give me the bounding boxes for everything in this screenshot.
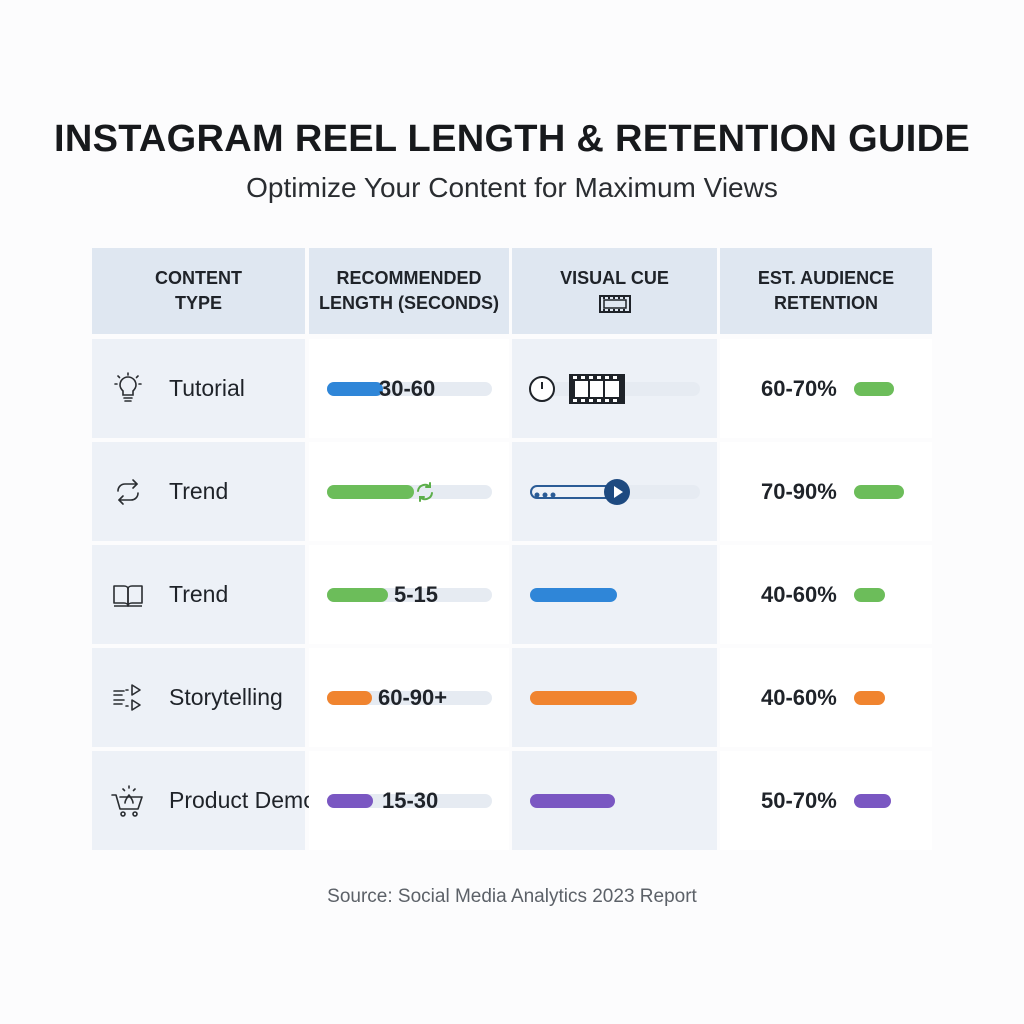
length-track [327, 793, 492, 808]
content-type-cell-trend-book: Trend [92, 545, 305, 644]
retention-cell-tutorial: 60-70% [720, 339, 932, 438]
content-type-cell-tutorial: Tutorial [92, 339, 305, 438]
header-retention-line1: EST. AUDIENCE [757, 268, 895, 288]
shopping-cart-icon [110, 783, 146, 819]
length-track [327, 587, 492, 602]
page-subtitle: Optimize Your Content for Maximum Views [246, 172, 778, 203]
content-type-label: Trend [169, 581, 229, 607]
length-bar [327, 484, 414, 499]
header-retention-line2: RETENTION [773, 293, 878, 313]
retention-bar [854, 381, 894, 396]
retention-bar [854, 793, 891, 808]
length-bar [327, 690, 372, 705]
play-icon[interactable] [603, 478, 631, 506]
retention-bar [854, 587, 885, 602]
progress-dots-icon [534, 486, 558, 498]
cue-track [530, 690, 700, 705]
header-visual-cue: VISUAL CUE [512, 248, 717, 334]
header-length-line1: RECOMMENDED [336, 268, 482, 288]
retention-value: 40-60% [761, 581, 837, 607]
repeat-icon [110, 474, 146, 510]
length-value: 30-60 [379, 375, 436, 401]
retention-cell-trend-book: 40-60% [720, 545, 932, 644]
header-length-line2: LENGTH (SECONDS) [319, 293, 499, 313]
length-cell-tutorial: 30-60 [309, 339, 509, 438]
length-value: 60-90+ [378, 684, 448, 710]
film-strip-icon [598, 293, 632, 317]
length-value: 15-30 [382, 787, 439, 813]
cue-bar [530, 690, 637, 705]
header-content-type-line1: CONTENT [155, 268, 242, 288]
reel-guide-table: CONTENT TYPE RECOMMENDED LENGTH (SECONDS… [92, 248, 932, 850]
cue-track [530, 793, 700, 808]
content-type-cell-product-demo: Product Demo [92, 751, 316, 850]
content-type-label: Tutorial [169, 375, 245, 401]
length-track [327, 484, 492, 499]
retention-bar [854, 690, 885, 705]
header-content-type: CONTENT TYPE [92, 248, 305, 334]
page-title: INSTAGRAM REEL LENGTH & RETENTION GUIDE [54, 118, 970, 160]
visual-cue-cell-tutorial [512, 339, 717, 438]
visual-cue-cell-product-demo [512, 751, 717, 850]
length-bar [327, 381, 383, 396]
retention-value: 40-60% [761, 684, 837, 710]
storyboard-icon [110, 680, 146, 716]
retention-cell-storytelling: 40-60% [720, 648, 932, 747]
content-type-label: Trend [169, 478, 229, 504]
content-type-label: Storytelling [169, 684, 283, 710]
book-icon [110, 577, 146, 613]
length-cell-trend [309, 442, 509, 541]
retention-value: 50-70% [761, 787, 837, 813]
length-bar [327, 793, 373, 808]
retention-value: 70-90% [761, 478, 837, 504]
source-note: Source: Social Media Analytics 2023 Repo… [327, 886, 697, 907]
retention-cell-product-demo: 50-70% [720, 751, 932, 850]
header-retention: EST. AUDIENCE RETENTION [720, 248, 932, 334]
length-bar [327, 587, 388, 602]
clock-icon [528, 375, 556, 403]
retention-value: 60-70% [761, 375, 837, 401]
visual-cue-cell-trend [512, 442, 717, 541]
length-track [327, 690, 492, 705]
length-cell-trend-book: 5-15 [309, 545, 509, 644]
length-value: 5-15 [394, 581, 439, 607]
header-recommended-length: RECOMMENDED LENGTH (SECONDS) [309, 248, 509, 334]
retention-cell-trend: 70-90% [720, 442, 932, 541]
header-content-type-line2: TYPE [174, 293, 222, 313]
refresh-icon [413, 480, 437, 504]
cue-bar [530, 587, 617, 602]
visual-cue-cell-storytelling [512, 648, 717, 747]
retention-bar [854, 484, 904, 499]
length-cell-product-demo: 15-30 [309, 751, 509, 850]
cue-track [530, 587, 700, 602]
lightbulb-icon [110, 371, 146, 407]
film-strip-icon [568, 373, 626, 405]
cue-bar [530, 793, 615, 808]
content-type-label: Product Demo [169, 787, 317, 813]
content-type-cell-trend: Trend [92, 442, 305, 541]
header-visual-cue-line1: VISUAL CUE [560, 267, 669, 288]
length-track [327, 381, 492, 396]
content-type-cell-storytelling: Storytelling [92, 648, 305, 747]
length-cell-storytelling: 60-90+ [309, 648, 509, 747]
visual-cue-cell-trend-book [512, 545, 717, 644]
